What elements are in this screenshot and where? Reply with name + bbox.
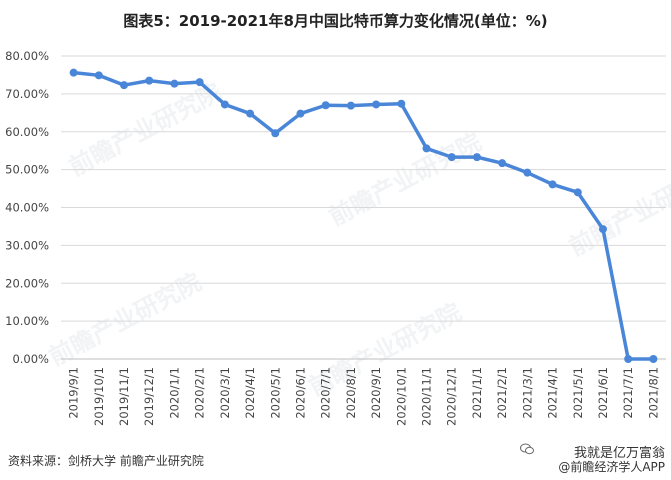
x-tick-label: 2020/12/1: [445, 367, 459, 426]
data-point: [69, 68, 78, 77]
data-point: [195, 78, 204, 87]
y-tick-label: 80.00%: [5, 49, 49, 63]
y-axis: 0.00% 10.00% 20.00% 30.00% 40.00% 50.00% 60.00…: [5, 49, 49, 366]
x-tick-label: 2020/2/1: [193, 367, 207, 419]
series-line: [71, 70, 656, 361]
data-point: [94, 71, 103, 80]
x-tick-label: 2021/6/1: [596, 367, 610, 419]
x-tick-label: 2021/7/1: [621, 367, 635, 419]
x-tick-label: 2019/12/1: [142, 367, 156, 426]
x-tick-label: 2020/1/1: [167, 367, 181, 419]
gridlines: [61, 55, 666, 322]
y-tick-label: 0.00%: [12, 352, 49, 366]
data-point: [346, 101, 355, 110]
data-point: [649, 355, 658, 363]
data-point: [271, 129, 280, 138]
y-tick-label: 60.00%: [5, 125, 49, 139]
x-tick-label: 2020/9/1: [369, 367, 383, 419]
data-point: [624, 355, 633, 363]
x-tick-label: 2020/5/1: [268, 367, 282, 419]
x-tick-label: 2021/8/1: [646, 367, 660, 419]
data-point: [598, 225, 607, 234]
x-tick-label: 2020/4/1: [243, 367, 257, 419]
x-tick-label: 2021/3/1: [520, 367, 534, 419]
y-tick-label: 70.00%: [5, 87, 49, 101]
y-tick-label: 30.00%: [5, 238, 49, 252]
x-tick-label: 2019/11/1: [117, 367, 131, 426]
chart-title: 图表5：2019-2021年8月中国比特币算力变化情况(单位：%): [123, 12, 548, 30]
line-chart: 0.00% 10.00% 20.00% 30.00% 40.00% 50.00% 60.00…: [5, 49, 666, 426]
x-tick-label: 2020/8/1: [344, 367, 358, 419]
x-tick-label: 2019/10/1: [92, 367, 106, 426]
x-tick-label: 2020/11/1: [420, 367, 434, 426]
data-point: [170, 79, 179, 88]
y-tick-label: 10.00%: [5, 314, 49, 328]
brand-name: 我就是亿万富翁: [573, 446, 665, 461]
data-point: [523, 168, 532, 177]
data-point: [573, 188, 582, 197]
wechat-icon: [520, 443, 534, 455]
data-point: [422, 144, 431, 153]
data-point: [498, 159, 507, 168]
y-tick-label: 50.00%: [5, 163, 49, 177]
x-tick-label: 2021/1/1: [470, 367, 484, 419]
data-point: [246, 109, 255, 118]
x-tick-label: 2020/7/1: [319, 367, 333, 419]
series-hashrate: [69, 68, 658, 363]
brand-account: @前瞻经济学人APP: [558, 460, 665, 474]
data-point: [145, 76, 154, 85]
x-tick-label: 2021/5/1: [571, 367, 585, 419]
y-tick-label: 20.00%: [5, 276, 49, 290]
data-point: [397, 99, 406, 108]
x-tick-label: 2021/2/1: [495, 367, 509, 419]
data-point: [472, 153, 481, 162]
x-tick-label: 2021/4/1: [546, 367, 560, 419]
x-tick-label: 2020/3/1: [218, 367, 232, 419]
data-point: [321, 101, 330, 110]
data-point: [120, 81, 129, 90]
data-point: [296, 109, 305, 118]
x-tick-label: 2019/9/1: [67, 367, 81, 419]
data-point: [220, 100, 229, 109]
x-tick-label: 2020/10/1: [394, 367, 408, 426]
x-tick-label: 2020/6/1: [293, 367, 307, 419]
x-tick-labels: 2019/9/1 2019/10/1 2019/11/1 2019/12/1 2020/…: [67, 367, 661, 426]
y-tick-label: 40.00%: [5, 201, 49, 215]
source-note: 资料来源：剑桥大学 前瞻产业研究院: [8, 454, 204, 468]
data-point: [548, 180, 557, 189]
data-point: [447, 153, 456, 162]
data-point: [372, 100, 381, 109]
